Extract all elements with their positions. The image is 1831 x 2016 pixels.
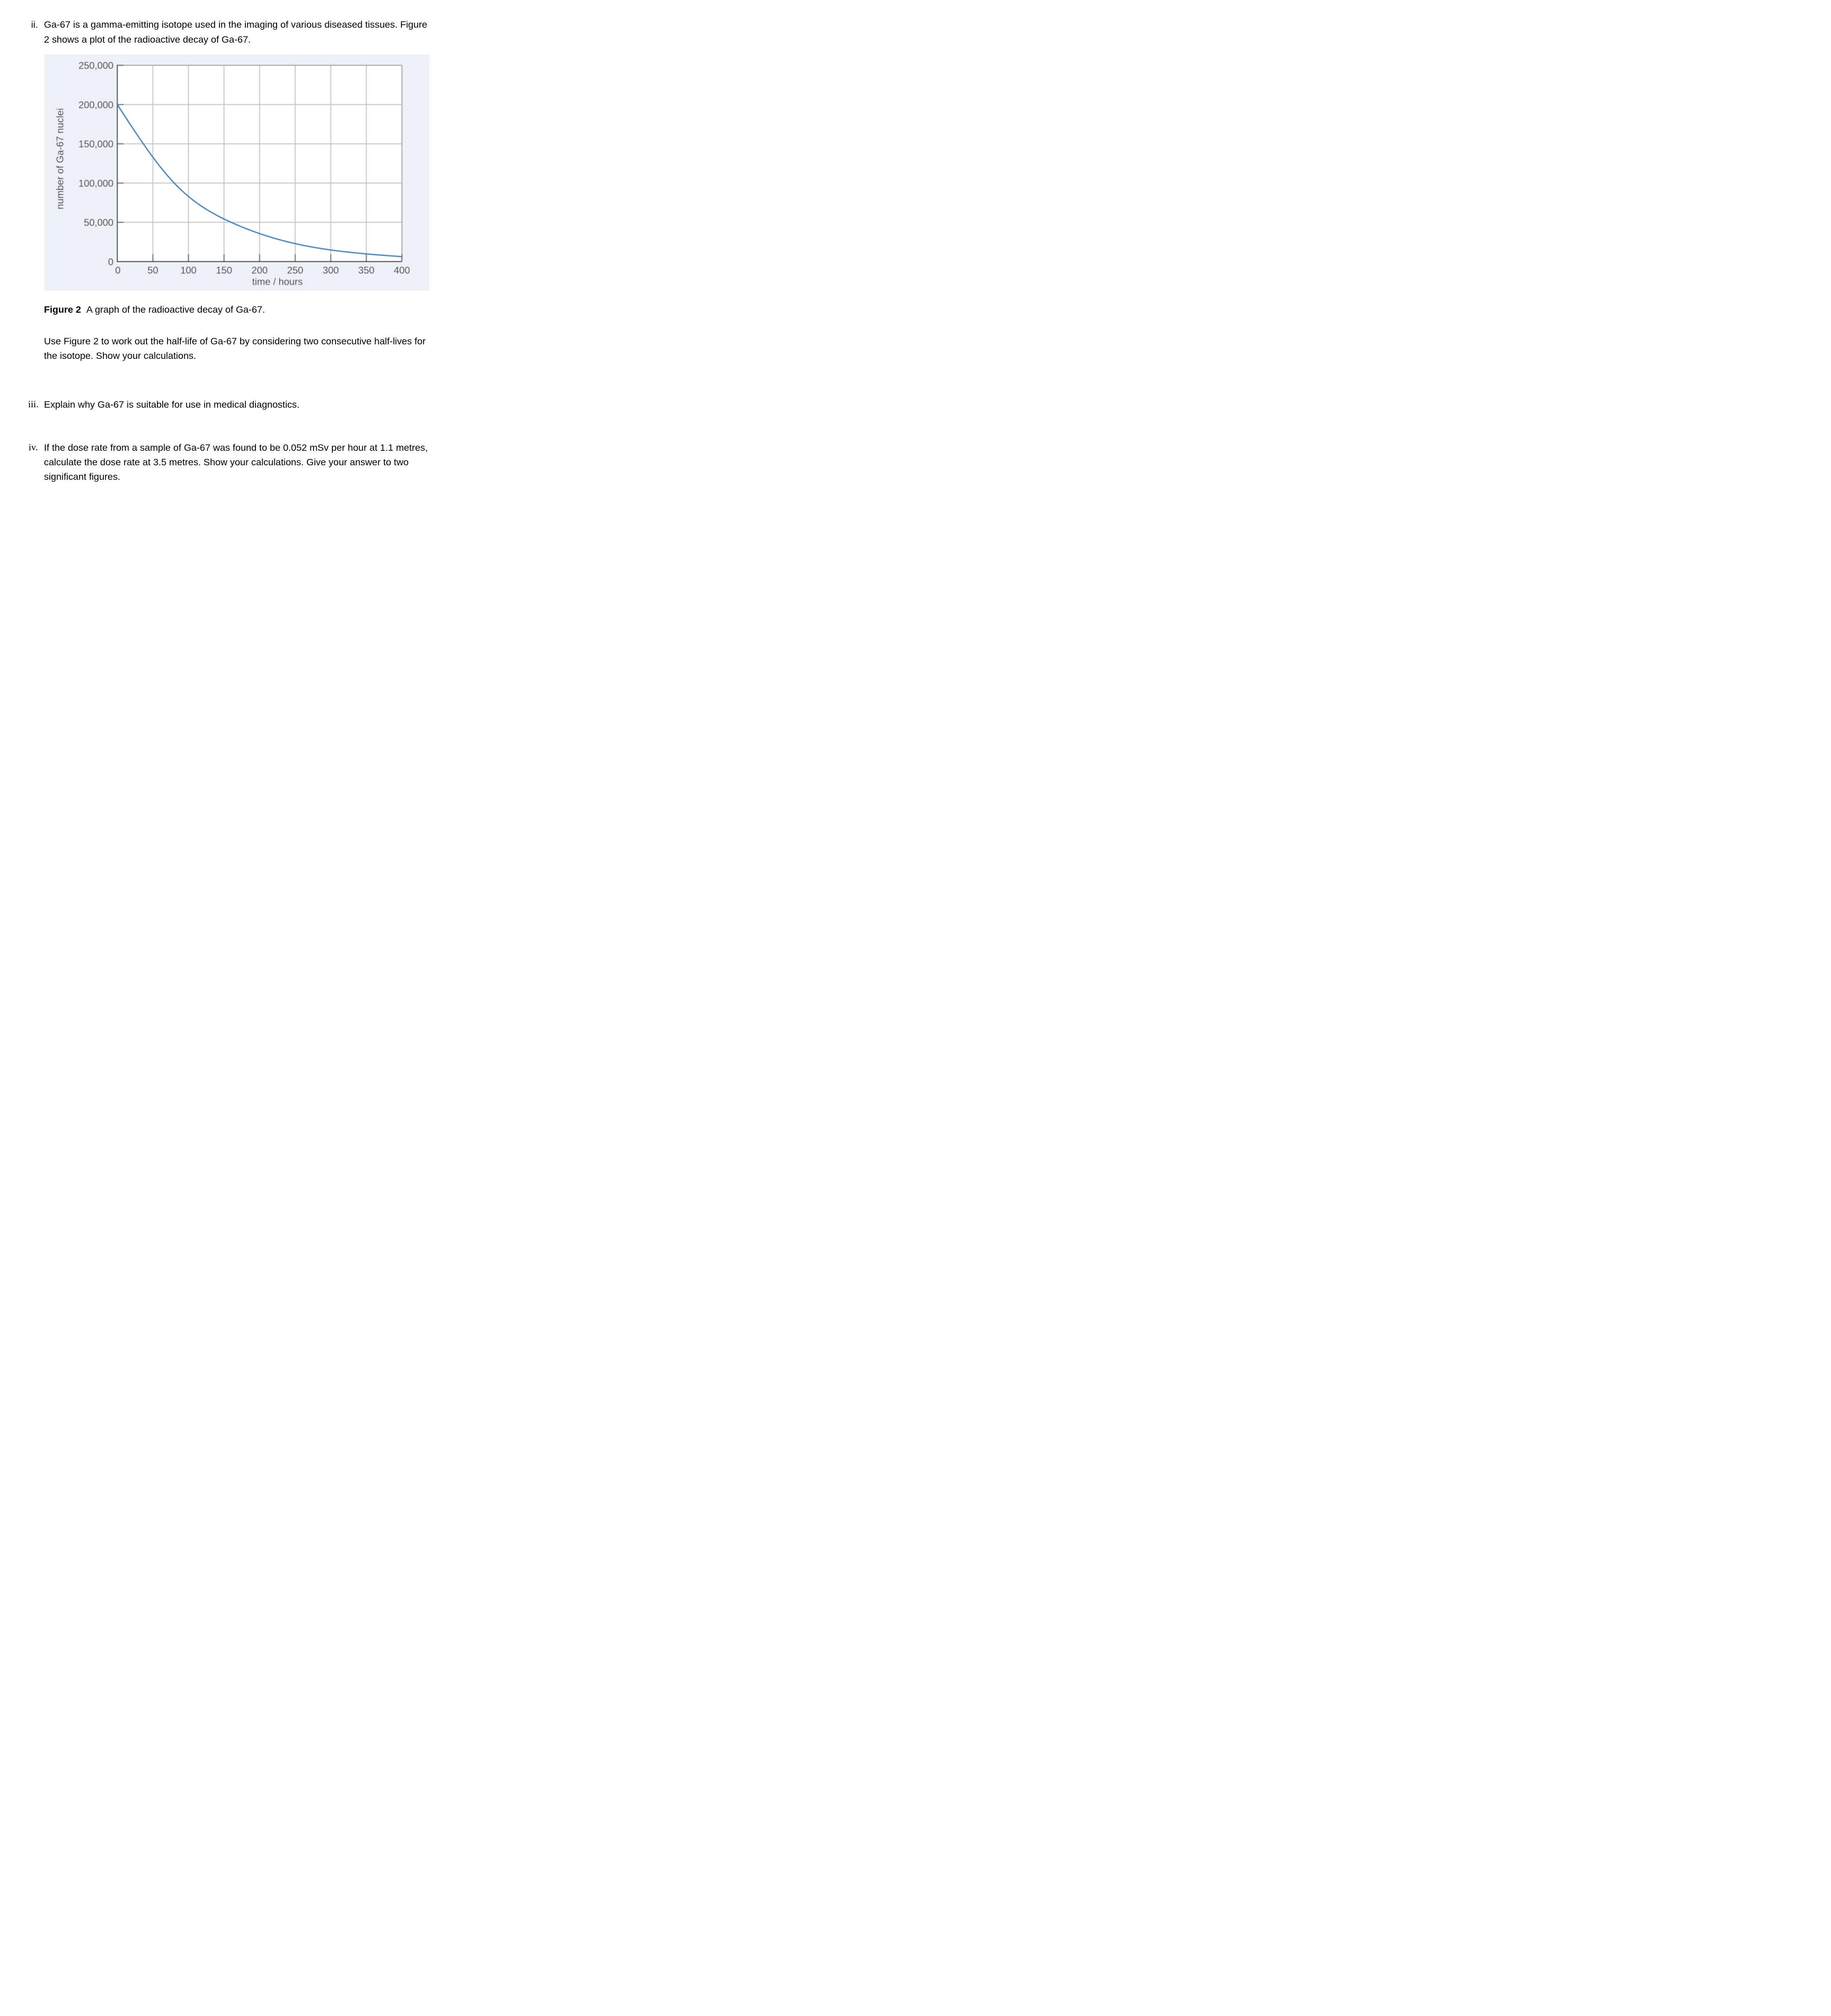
- svg-text:350: 350: [358, 265, 375, 276]
- svg-text:0: 0: [108, 256, 113, 267]
- svg-text:200: 200: [252, 265, 268, 276]
- svg-text:400: 400: [394, 265, 410, 276]
- svg-text:0: 0: [115, 265, 120, 276]
- svg-text:100,000: 100,000: [79, 178, 114, 189]
- svg-text:50: 50: [148, 265, 158, 276]
- svg-text:100: 100: [180, 265, 197, 276]
- svg-text:250,000: 250,000: [79, 60, 114, 71]
- svg-text:300: 300: [323, 265, 339, 276]
- svg-text:200,000: 200,000: [79, 99, 114, 110]
- svg-text:50,000: 50,000: [84, 217, 113, 228]
- svg-text:time / hours: time / hours: [252, 276, 303, 287]
- svg-text:150,000: 150,000: [79, 139, 114, 150]
- svg-text:number of Ga-67 nuclei: number of Ga-67 nuclei: [55, 108, 66, 209]
- svg-text:250: 250: [287, 265, 303, 276]
- svg-text:150: 150: [216, 265, 232, 276]
